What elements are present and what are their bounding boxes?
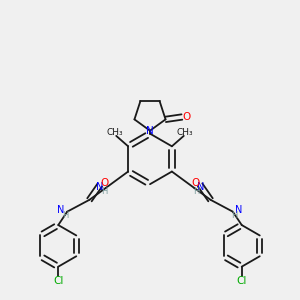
Text: H: H: [101, 187, 107, 196]
Text: O: O: [192, 178, 200, 188]
Text: Cl: Cl: [236, 276, 247, 286]
Text: CH₃: CH₃: [177, 128, 194, 137]
Text: N: N: [146, 126, 154, 136]
Text: N: N: [196, 182, 204, 192]
Text: O: O: [183, 112, 191, 122]
Text: H: H: [231, 211, 238, 220]
Text: H: H: [193, 187, 199, 196]
Text: N: N: [235, 206, 243, 215]
Text: H: H: [62, 211, 69, 220]
Text: Cl: Cl: [53, 276, 64, 286]
Text: N: N: [96, 182, 103, 192]
Text: N: N: [57, 206, 65, 215]
Text: CH₃: CH₃: [106, 128, 123, 137]
Text: O: O: [100, 178, 108, 188]
